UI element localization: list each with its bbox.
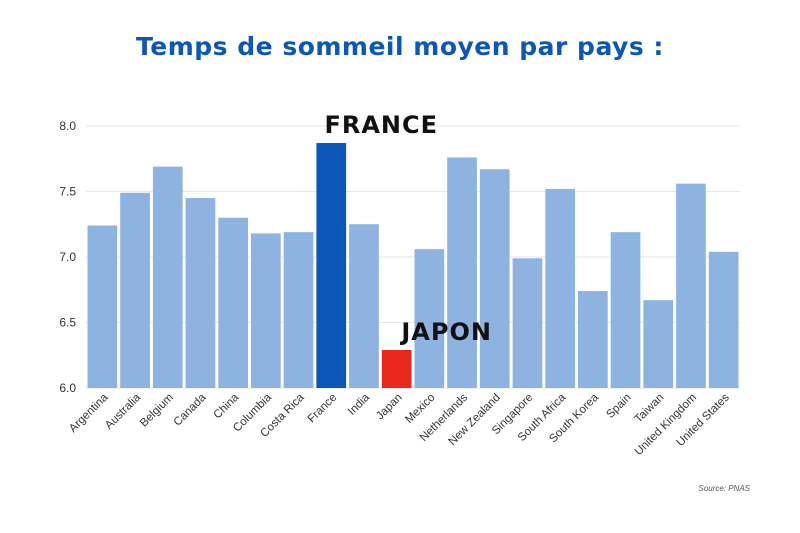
bar-costa-rica [283, 232, 314, 388]
bar-china [218, 217, 248, 388]
bar-singapore [512, 258, 543, 388]
x-tick-label: Spain [604, 392, 633, 421]
x-tick-label: Belgium [138, 392, 176, 430]
bar-japan [381, 350, 412, 388]
bar-canada [185, 198, 216, 388]
annotations: FRANCE JAPON [324, 111, 492, 346]
x-tick-label: Canada [172, 391, 209, 428]
annotation-france: FRANCE [324, 111, 438, 139]
bars [87, 143, 739, 388]
x-tick-label: Argentina [67, 391, 111, 435]
x-tick-label: China [212, 391, 242, 421]
chart-title: Temps de sommeil moyen par pays : [136, 32, 664, 61]
bar-south-korea [578, 291, 608, 388]
bar-argentina [87, 225, 118, 388]
bar-india [349, 224, 379, 388]
bar-united-kingdom [676, 183, 706, 388]
source-note: Source: PNAS [698, 484, 750, 493]
bar-united-states [708, 251, 739, 388]
x-tick-label: Australia [103, 391, 144, 432]
grid-lines [86, 125, 740, 389]
x-tick-label: Japan [374, 392, 405, 423]
bar-mexico [414, 249, 445, 388]
x-tick-label: France [306, 392, 340, 426]
bar-australia [120, 192, 150, 388]
bar-belgium [152, 166, 183, 388]
y-tick-label: 8.0 [59, 119, 76, 133]
y-tick-label: 6.5 [59, 316, 76, 330]
bar-new-zealand [479, 169, 510, 388]
y-tick-label: 7.5 [59, 185, 76, 199]
bar-netherlands [447, 157, 477, 388]
bar-taiwan [643, 300, 674, 388]
bar-france [316, 143, 347, 388]
bar-columbia [251, 233, 281, 388]
y-axis-ticks: 6.0 6.5 7.0 7.5 8.0 [59, 119, 76, 395]
bar-spain [610, 232, 641, 388]
y-tick-label: 6.0 [59, 381, 76, 395]
x-tick-label: India [346, 391, 373, 418]
annotation-japan: JAPON [399, 318, 492, 346]
y-tick-label: 7.0 [59, 250, 76, 264]
bar-south-africa [545, 188, 575, 388]
